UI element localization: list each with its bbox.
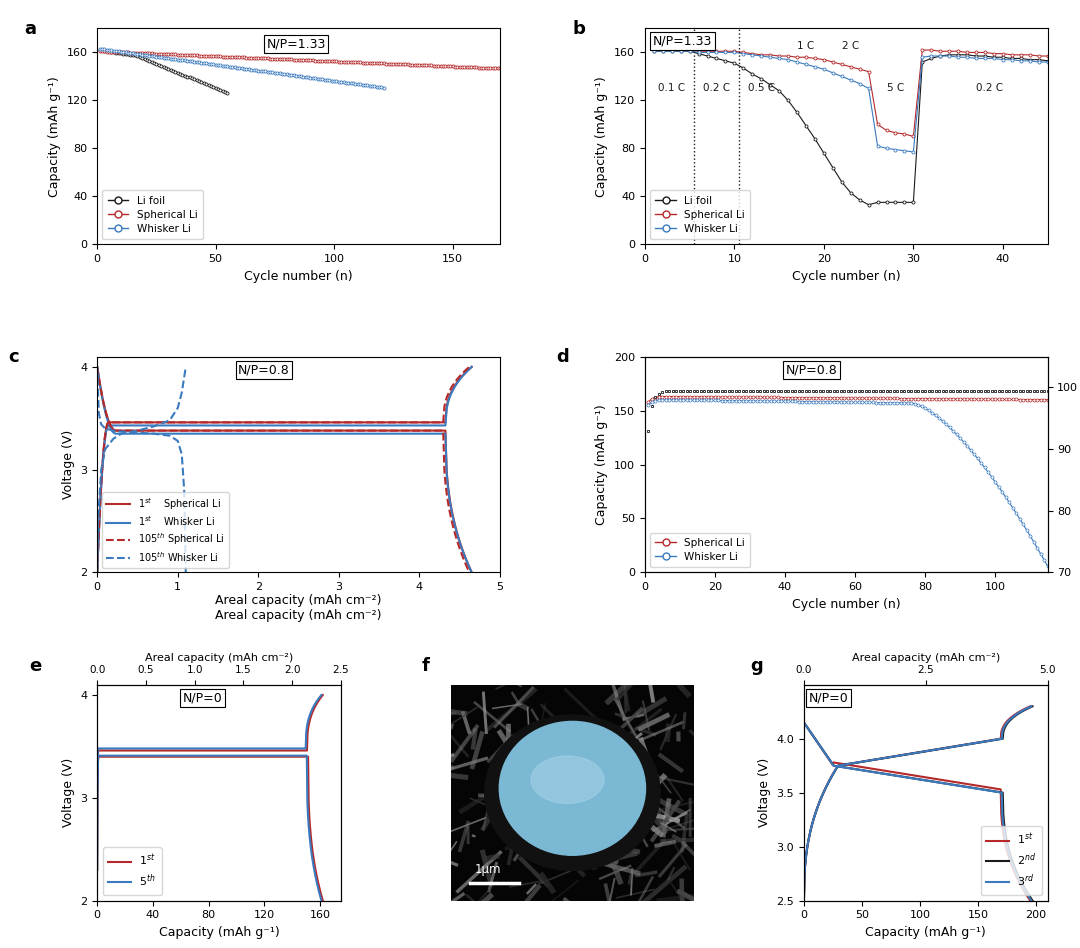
Legend: 1$^{st}$, 5$^{th}$: 1$^{st}$, 5$^{th}$: [103, 848, 162, 895]
Text: g: g: [751, 657, 764, 675]
Legend: Spherical Li, Whisker Li: Spherical Li, Whisker Li: [650, 533, 751, 567]
X-axis label: Capacity (mAh g⁻¹): Capacity (mAh g⁻¹): [159, 926, 280, 939]
Y-axis label: Capacity (mAh g⁻¹): Capacity (mAh g⁻¹): [595, 76, 608, 197]
Text: 0.5 C: 0.5 C: [747, 83, 774, 94]
Text: 0.1 C: 0.1 C: [658, 83, 686, 94]
Text: 0.2 C: 0.2 C: [703, 83, 730, 94]
Text: 1μm: 1μm: [475, 863, 501, 876]
Text: N/P=0: N/P=0: [183, 691, 222, 704]
Legend: 1$^{st}$    Spherical Li, 1$^{st}$    Whisker Li, 105$^{th}$ Spherical Li, 105$^: 1$^{st}$ Spherical Li, 1$^{st}$ Whisker …: [103, 492, 229, 568]
Text: N/P=0.8: N/P=0.8: [239, 363, 289, 376]
Text: d: d: [556, 348, 569, 366]
Y-axis label: Capacity (mAh g⁻¹): Capacity (mAh g⁻¹): [48, 76, 60, 197]
Text: f: f: [421, 657, 429, 675]
X-axis label: Areal capacity (mAh cm⁻²): Areal capacity (mAh cm⁻²): [145, 653, 293, 663]
Text: N/P=1.33: N/P=1.33: [653, 35, 713, 48]
Text: N/P=1.33: N/P=1.33: [267, 37, 326, 50]
X-axis label: Areal capacity (mAh cm⁻²)
Areal capacity (mAh cm⁻²): Areal capacity (mAh cm⁻²) Areal capacity…: [215, 593, 382, 622]
X-axis label: Cycle number (n): Cycle number (n): [792, 269, 901, 283]
Text: 2 C: 2 C: [842, 42, 860, 51]
Legend: 1$^{st}$, 2$^{nd}$, 3$^{rd}$: 1$^{st}$, 2$^{nd}$, 3$^{rd}$: [981, 827, 1042, 895]
Text: e: e: [29, 657, 41, 675]
Legend: Li foil, Spherical Li, Whisker Li: Li foil, Spherical Li, Whisker Li: [650, 191, 751, 239]
X-axis label: Capacity (mAh g⁻¹): Capacity (mAh g⁻¹): [865, 926, 986, 939]
Text: b: b: [572, 20, 585, 38]
Text: 5 C: 5 C: [887, 83, 904, 94]
Ellipse shape: [499, 721, 646, 855]
Text: a: a: [25, 20, 37, 38]
X-axis label: Areal capacity (mAh cm⁻²): Areal capacity (mAh cm⁻²): [852, 653, 1000, 663]
X-axis label: Cycle number (n): Cycle number (n): [244, 269, 353, 283]
Text: N/P=0: N/P=0: [809, 691, 849, 704]
Y-axis label: Voltage (V): Voltage (V): [62, 429, 75, 500]
Y-axis label: Voltage (V): Voltage (V): [62, 758, 75, 828]
Ellipse shape: [485, 715, 660, 870]
Ellipse shape: [531, 756, 604, 804]
Text: 1 C: 1 C: [797, 42, 814, 51]
Text: c: c: [9, 348, 19, 366]
Text: N/P=0.8: N/P=0.8: [786, 363, 838, 376]
Y-axis label: Voltage (V): Voltage (V): [758, 758, 771, 828]
Y-axis label: Capacity (mAh g⁻¹): Capacity (mAh g⁻¹): [595, 404, 608, 525]
X-axis label: Cycle number (n): Cycle number (n): [792, 598, 901, 611]
Text: 0.2 C: 0.2 C: [976, 83, 1003, 94]
Legend: Li foil, Spherical Li, Whisker Li: Li foil, Spherical Li, Whisker Li: [103, 191, 203, 239]
